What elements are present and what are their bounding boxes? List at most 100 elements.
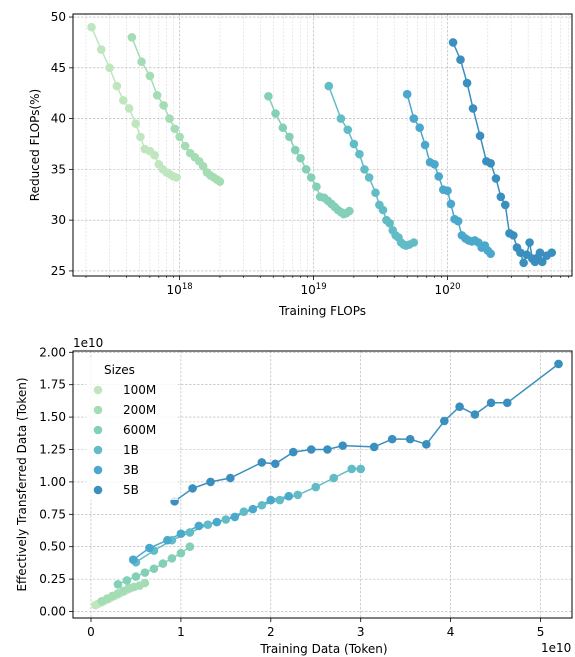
x-tick-label: 5 [537,625,545,639]
data-point-3B [443,186,452,195]
y-tick-label: 25 [51,264,66,278]
data-point-3B [128,555,138,564]
data-point-100M [87,22,96,32]
data-point-200M [170,124,180,134]
flops-chart-y-axis-label: Reduced FLOPs(%) [28,89,42,201]
y-tick-label: 0.75 [39,507,66,521]
data-point-1B [385,218,394,228]
data-point-3B [430,159,439,169]
data-point-600M [131,572,141,581]
data-point-1B [329,473,339,483]
data-point-1B [349,139,359,149]
data-point-1B [185,528,195,537]
data-point-5B [369,442,379,452]
y-tick-label: 0.50 [39,540,66,554]
data-point-200M [175,132,184,142]
data-point-5B [491,174,501,183]
data-point-600M [113,580,123,589]
data-point-1B [371,188,380,198]
legend-marker-3B [93,465,103,475]
data-point-5B [405,434,415,444]
data-point-200M [137,57,146,67]
data-point-5B [226,473,235,483]
data-point-5B [456,55,465,64]
data-point-600M [306,173,316,182]
y-tick-label: 2.00 [39,345,66,359]
flops-chart-points [87,22,557,268]
data-point-3B [176,529,186,539]
data-transfer-chart-frame [72,350,573,619]
data-point-3B [402,89,412,99]
data-point-3B [145,543,154,553]
legend-label-600M: 600M [123,423,156,437]
y-tick-label: 45 [51,61,66,75]
y-tick-label: 1.25 [39,443,66,457]
data-point-600M [312,182,321,191]
data-point-5B [440,416,449,426]
data-point-200M [180,141,190,151]
data-point-5B [468,104,478,113]
data-point-5B [537,257,547,267]
series-line-5B [452,42,553,266]
data-point-5B [455,402,464,412]
data-point-3B [415,123,424,133]
legend-label-3B: 3B [123,463,139,477]
data-point-5B [462,78,472,88]
y-tick-label: 30 [51,213,66,227]
data-point-1B [378,205,388,215]
flops-chart-frame [72,13,573,277]
data-point-1B [347,464,357,474]
data-point-100M [105,63,114,73]
data-point-5B [486,398,496,408]
data-point-1B [336,114,346,123]
series-line-200M [131,37,221,183]
data-point-1B [221,515,231,524]
data-point-1B [355,149,364,159]
x-tick-label: 1020 [434,282,460,297]
data-point-5B [547,248,557,257]
data-point-100M [112,81,122,91]
data-point-3B [194,521,204,531]
legend-label-200M: 200M [123,403,156,417]
data-point-3B [284,491,294,501]
y-tick-label: 1.75 [39,378,66,392]
x-tick-label: 1019 [301,282,327,297]
legend-label-5B: 5B [123,483,139,497]
data-point-600M [271,109,280,118]
data-point-5B [206,477,215,487]
flops-chart-lines [90,26,553,266]
x-tick-label: 3 [357,625,365,639]
data-point-600M [149,564,159,574]
y-tick-label: 1.50 [39,410,66,424]
data-point-5B [486,158,495,168]
data-transfer-chart-x-axis-label: Training Data (Token) [259,642,387,656]
data-transfer-chart-y-offset-text: 1e10 [73,336,103,350]
legend-marker-200M [93,405,103,415]
data-point-1B [257,500,267,510]
data-point-3B [266,495,276,505]
legend-title: Sizes [104,363,135,377]
data-point-200M [127,33,137,42]
data-point-1B [409,238,419,247]
data-transfer-chart-x-offset-text: 1e10 [541,641,571,655]
data-point-200M [145,71,155,81]
data-point-600M [158,559,168,568]
data-point-600M [176,548,186,558]
data-point-5B [470,410,480,419]
data-transfer-chart-ticks: 0 1 2 3 4 5 0.00 0.25 0.50 0.75 1.00 1.25 1.50 1.75 2.… [39,345,544,639]
data-point-5B [500,200,510,210]
series-line-600M [267,96,350,215]
data-point-3B [434,172,444,181]
data-point-5B [554,359,563,369]
data-point-5B [323,445,332,454]
data-point-600M [290,145,300,155]
data-point-200M [152,90,162,100]
data-point-5B [535,248,545,257]
data-point-600M [140,568,150,577]
data-point-5B [288,447,298,457]
legend-marker-100M [93,385,103,395]
data-point-100M [150,150,159,160]
data-point-1B [343,125,353,135]
data-point-5B [525,238,534,247]
